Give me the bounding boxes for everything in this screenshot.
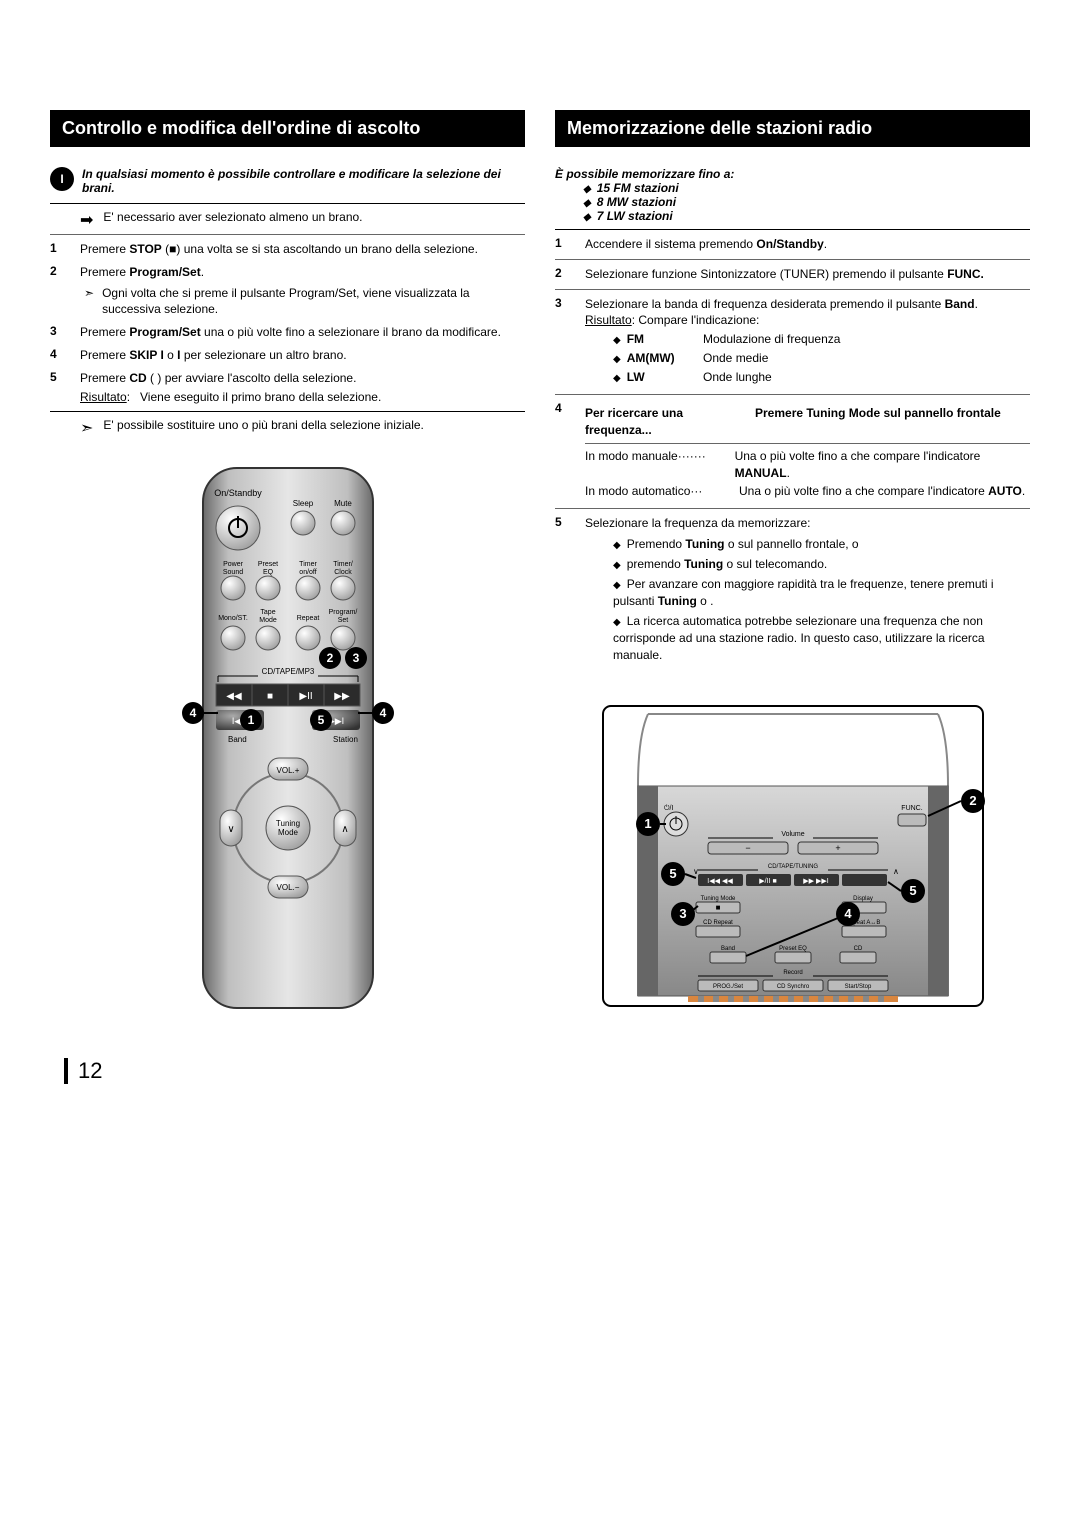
step: 1Accendere il sistema premendo On/Standb… [555,236,1030,253]
left-title: Controllo e modifica dell'ordine di asco… [50,110,525,147]
svg-text:Volume: Volume [781,831,804,838]
svg-text:2: 2 [969,793,976,808]
capacity-block: È possibile memorizzare fino a: 15 FM st… [555,167,1030,223]
svg-text:∨: ∨ [693,867,699,876]
svg-text:Tuning Mode: Tuning Mode [700,896,735,902]
svg-text:PROG./Set: PROG./Set [712,984,742,990]
svg-text:FUNC.: FUNC. [901,805,922,812]
power-sound-label: PowerSound [222,561,243,576]
info-icon: I [50,167,74,191]
svg-text:+: + [835,843,840,853]
svg-text:▶/II ■: ▶/II ■ [759,878,776,885]
svg-text:CD Repeat: CD Repeat [703,920,733,926]
svg-text:Band: Band [720,946,734,952]
svg-text:▶II: ▶II [299,691,312,702]
svg-text:CD: CD [853,946,862,952]
svg-text:4: 4 [189,706,196,720]
step: 5Selezionare la frequenza da memorizzare… [555,515,1030,666]
svg-text:∧: ∧ [341,824,348,835]
step: 2Premere Program/Set.➣Ogni volta che si … [50,264,525,318]
svg-text:Mute: Mute [334,499,352,508]
manual-page: Controllo e modifica dell'ordine di asco… [50,110,1030,1018]
svg-text:VOL.−: VOL.− [276,883,299,892]
svg-text:▶▶ ▶▶I: ▶▶ ▶▶I [803,878,828,885]
svg-text:Sleep: Sleep [292,499,313,508]
step: 5Premere CD ( ) per avviare l'ascolto de… [50,370,525,406]
left-intro: I In qualsiasi momento è possibile contr… [50,167,525,195]
svg-text:TapeMode: TapeMode [259,609,277,624]
svg-text:1: 1 [247,713,254,727]
remote-illustration: On/Standby Sleep Mute PowerSound PresetE… [50,458,525,1018]
svg-text:VOL.+: VOL.+ [276,766,299,775]
step: 3Premere Program/Set una o più volte fin… [50,324,525,341]
svg-text:1: 1 [644,816,651,831]
svg-text:On/Standby: On/Standby [214,488,262,498]
right-title: Memorizzazione delle stazioni radio [555,110,1030,147]
svg-text:CD/TAPE/TUNING: CD/TAPE/TUNING [767,864,818,870]
svg-text:4: 4 [379,706,386,720]
svg-text:Timeron/off: Timeron/off [299,561,317,576]
svg-text:5: 5 [669,866,676,881]
page-number: 12 [64,1058,1030,1084]
svg-text:3: 3 [679,906,686,921]
prerequisite-note: ➡ E' necessario aver selezionato almeno … [50,210,525,230]
svg-text:◀◀: ◀◀ [226,691,242,702]
svg-text:CD/TAPE/MP3: CD/TAPE/MP3 [261,667,314,676]
svg-text:CD Synchro: CD Synchro [776,984,809,990]
svg-text:Preset EQ: Preset EQ [779,946,807,952]
arrow-icon: ➣ [80,418,93,438]
step: 4Premere SKIP I o I per selezionare un a… [50,347,525,364]
svg-text:Start/Stop: Start/Stop [844,984,871,990]
step: 2Selezionare funzione Sintonizzatore (TU… [555,266,1030,283]
footnote: ➣ E' possibile sostituire uno o più bran… [50,418,525,438]
svg-text:4: 4 [844,906,852,921]
svg-text:■: ■ [715,903,720,912]
svg-text:Repeat: Repeat [296,615,319,622]
svg-text:5: 5 [909,883,916,898]
unit-illustration: ⏻/I FUNC. Volume − + CD/TAPE/TUNING ∨ ∧ I… [555,696,1030,1016]
svg-text:⏻/I: ⏻/I [664,804,673,812]
svg-text:▶▶: ▶▶ [334,691,350,702]
step: 4Per ricercare una frequenza...Premere T… [555,401,1030,502]
svg-text:Station: Station [333,735,358,744]
svg-text:Record: Record [783,970,802,976]
svg-text:Display: Display [853,896,873,902]
svg-text:I◀◀ ◀◀: I◀◀ ◀◀ [707,878,733,885]
arrow-icon: ➡ [80,210,93,230]
svg-text:∨: ∨ [227,824,234,835]
svg-text:■: ■ [266,691,272,702]
svg-text:2: 2 [326,651,333,665]
svg-text:Band: Band [228,735,247,744]
svg-text:3: 3 [352,651,359,665]
svg-text:Timer/Clock: Timer/Clock [333,561,353,576]
step: 3Selezionare la banda di frequenza desid… [555,296,1030,389]
svg-text:−: − [745,843,750,853]
svg-text:TuningMode: TuningMode [275,819,299,837]
right-column: Memorizzazione delle stazioni radio È po… [555,110,1030,1018]
step: 1Premere STOP (■) una volta se si sta as… [50,241,525,258]
svg-text:∧: ∧ [893,867,899,876]
svg-text:Mono/ST.: Mono/ST. [218,615,248,622]
left-column: Controllo e modifica dell'ordine di asco… [50,110,525,1018]
svg-text:5: 5 [317,713,324,727]
